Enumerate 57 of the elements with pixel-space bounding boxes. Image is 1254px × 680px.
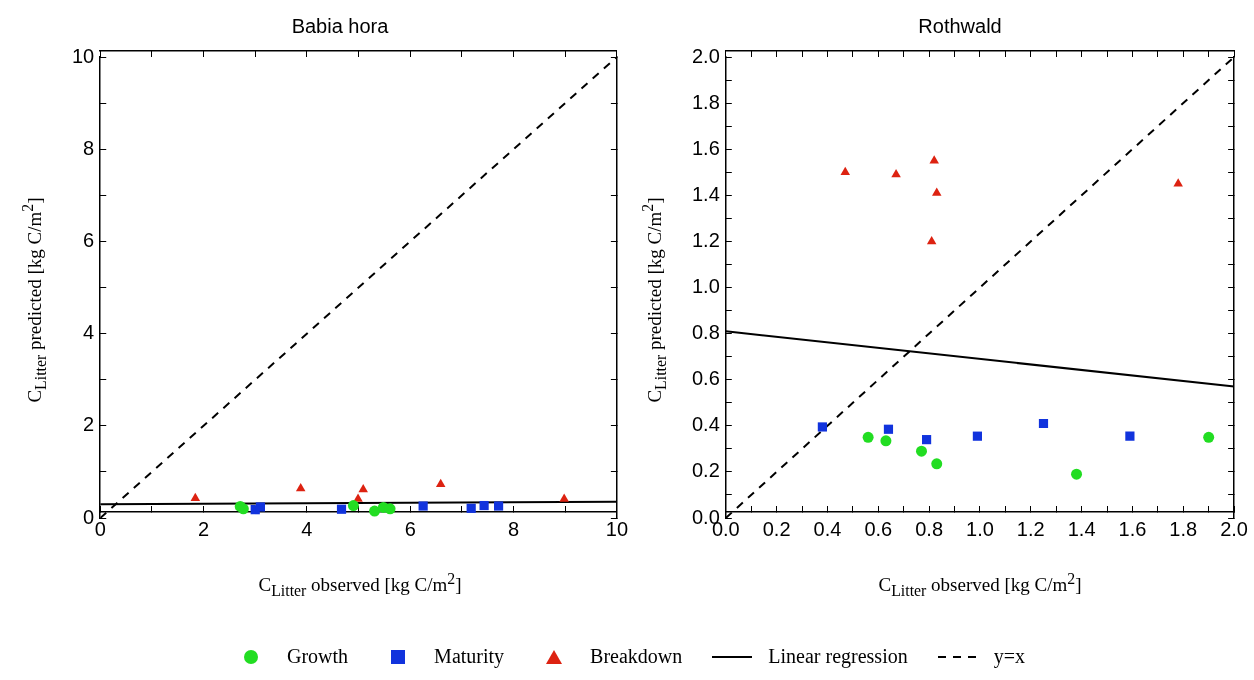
y-tick-label: 1.0 — [691, 275, 720, 298]
point — [1173, 178, 1183, 187]
x-tick-label: 6 — [404, 517, 416, 540]
y-tick-label: 4 — [83, 321, 95, 344]
x-axis-title: C$_{Litter}$ observed [kg C/m$^{2}$] — [257, 570, 463, 601]
point — [883, 424, 894, 434]
x-tick-label: 0.8 — [915, 517, 944, 540]
point — [862, 431, 874, 443]
x-tick-label: 2.0 — [1220, 517, 1248, 540]
point — [972, 431, 983, 441]
point — [1038, 418, 1049, 429]
legend-label: Maturity — [434, 645, 505, 668]
x-tick-label: 1.6 — [1118, 517, 1147, 540]
chart-title: Babia hora — [291, 14, 390, 37]
y-tick-label: 8 — [83, 136, 95, 159]
point — [931, 187, 942, 196]
y-tick-label: 2.0 — [691, 44, 720, 67]
point — [1125, 431, 1135, 441]
x-tick-label: 10 — [605, 517, 628, 540]
chart-title: Rothwald — [918, 14, 1002, 37]
x-tick-label: 0.6 — [864, 517, 893, 540]
y-tick-label: 1.6 — [691, 136, 720, 159]
x-tick-label: 1.4 — [1067, 517, 1096, 540]
x-tick-label: 0.2 — [762, 517, 791, 540]
point — [817, 422, 827, 432]
y-tick-label: 6 — [83, 228, 95, 251]
y-tick-label: 0.6 — [691, 367, 720, 390]
y-tick-label: 0.4 — [691, 413, 720, 436]
y-tick-label: 0.2 — [691, 459, 720, 482]
point — [929, 155, 939, 164]
legend-label: Breakdown — [590, 645, 683, 668]
point — [880, 435, 892, 447]
point — [921, 435, 932, 445]
point — [926, 235, 937, 245]
x-tick-label: 1.2 — [1016, 517, 1045, 540]
x-tick-label: 0.4 — [813, 517, 842, 540]
point — [1071, 468, 1083, 480]
legend-label: y=x — [993, 645, 1025, 668]
y-tick-label: 1.8 — [691, 90, 720, 113]
x-axis-title: C$_{Litter}$ observed [kg C/m$^{2}$] — [877, 570, 1083, 601]
x-tick-label: 8 — [507, 517, 520, 540]
y-tick-label: 0.8 — [691, 321, 720, 344]
y-tick-label: 10 — [72, 44, 95, 67]
x-tick-label: 2 — [198, 517, 210, 540]
legend-label: Linear regression — [768, 645, 908, 668]
y-tick-label: 1.2 — [691, 228, 720, 251]
y-tick-label: 2 — [83, 413, 95, 436]
point — [840, 166, 851, 175]
x-tick-label: 4 — [301, 517, 313, 540]
point — [931, 458, 943, 470]
y-tick-label: 1.4 — [691, 182, 720, 205]
legend-label: Growth — [287, 645, 349, 668]
point — [1203, 431, 1215, 443]
point — [891, 169, 901, 178]
x-tick-label: 1.8 — [1169, 517, 1198, 540]
x-tick-label: 1.0 — [966, 517, 994, 540]
point — [916, 445, 927, 457]
